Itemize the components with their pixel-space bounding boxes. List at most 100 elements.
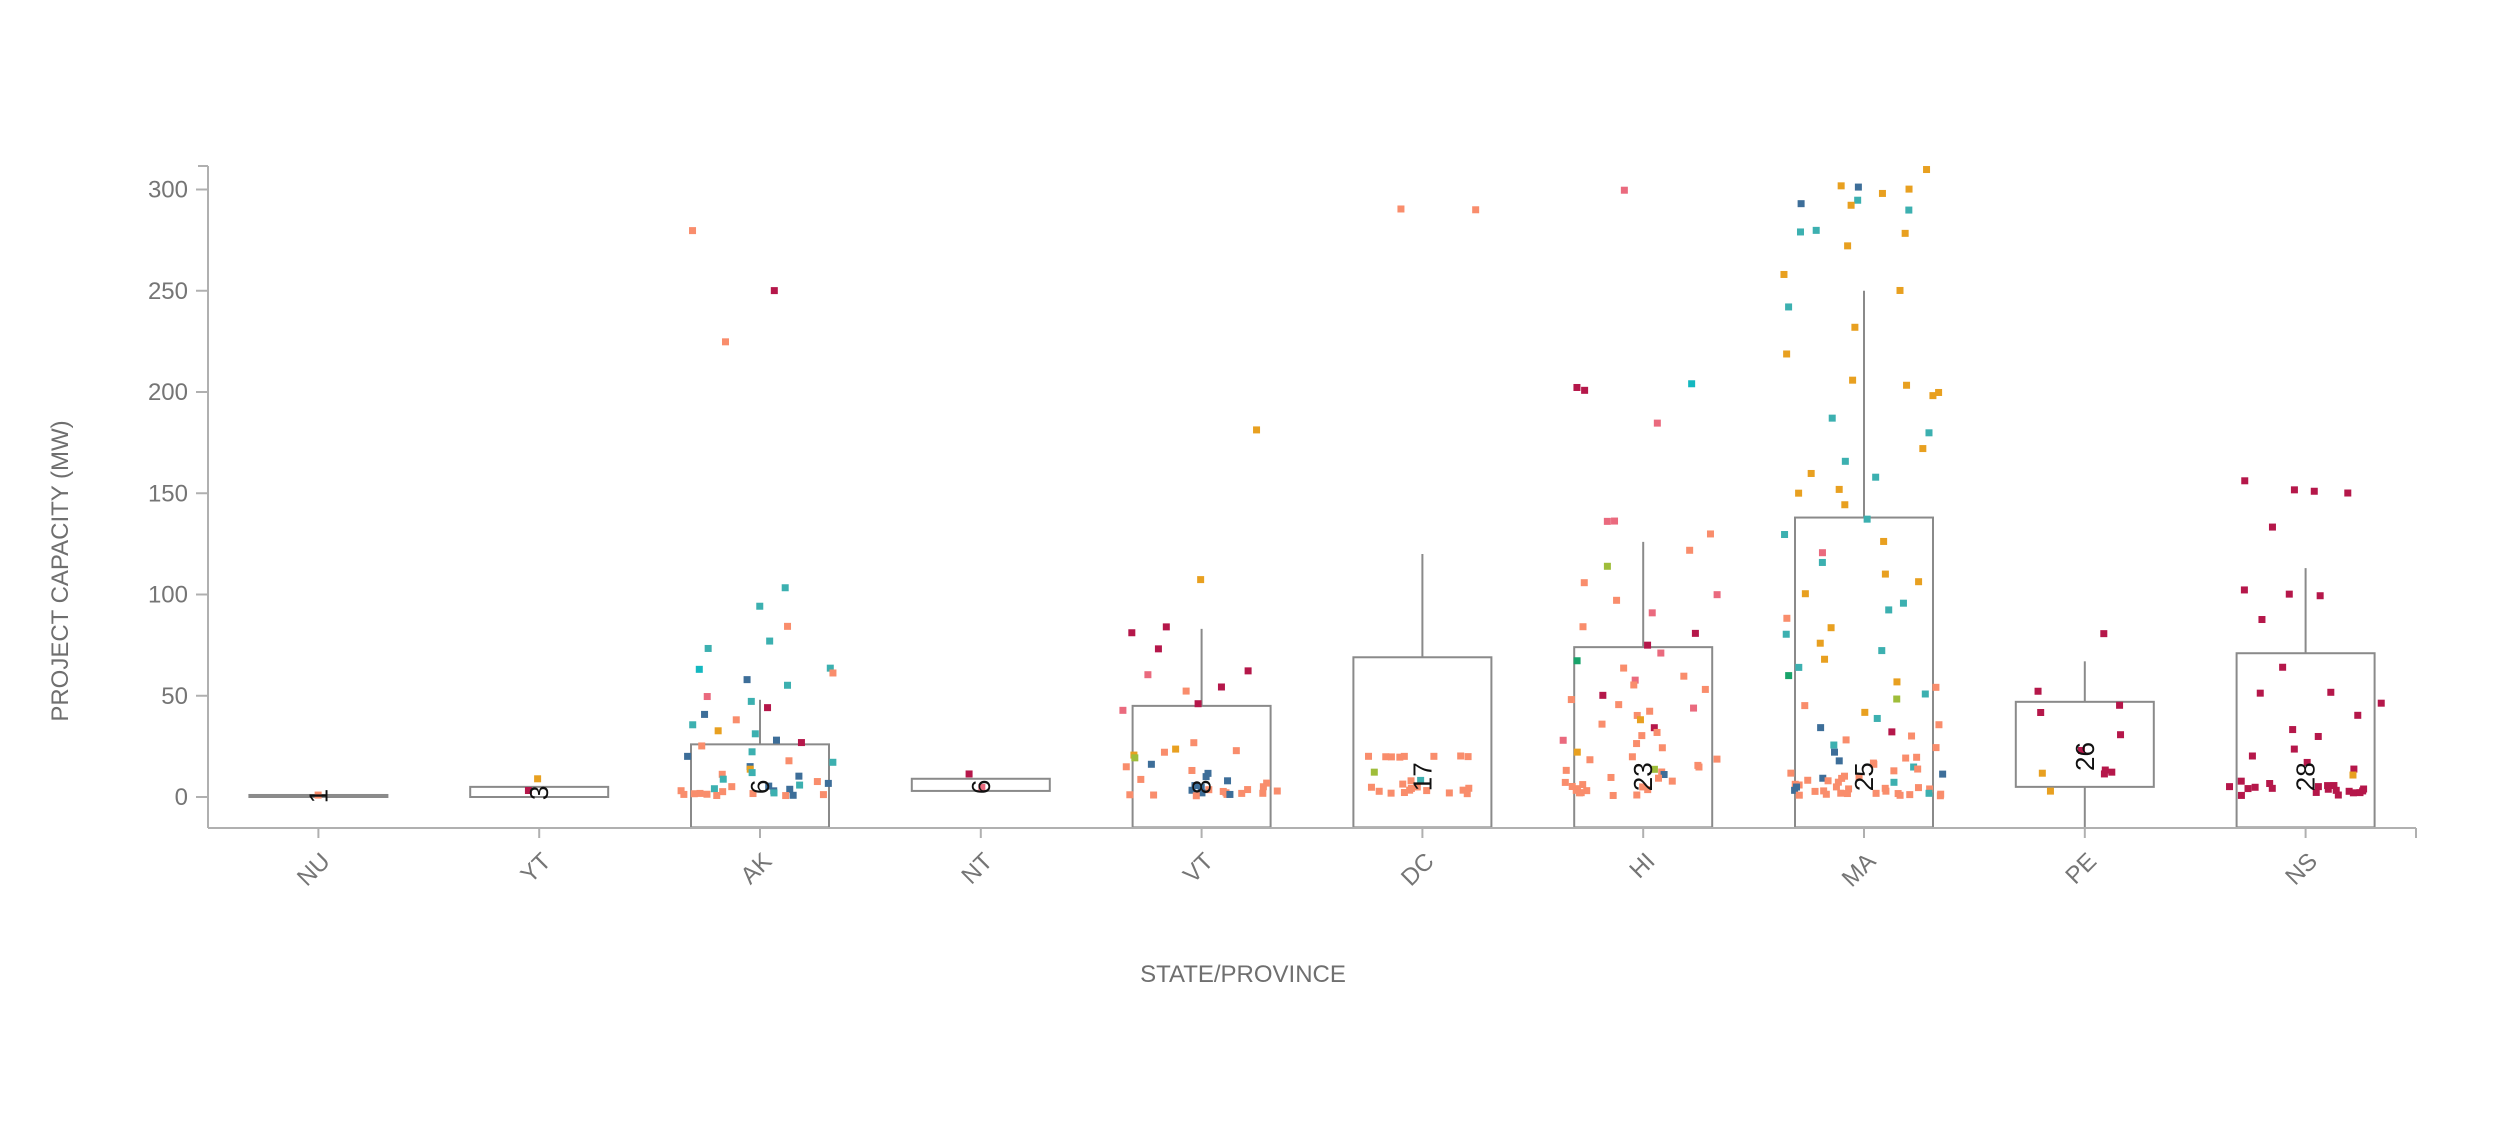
data-point xyxy=(1819,774,1827,782)
data-point xyxy=(1194,700,1202,708)
x-tick-label: HI xyxy=(1624,848,1660,884)
data-point xyxy=(1459,786,1467,794)
data-point xyxy=(1893,678,1901,686)
data-point xyxy=(1197,576,1205,584)
data-point xyxy=(2314,783,2322,791)
data-point xyxy=(1472,206,1480,214)
data-point xyxy=(1854,196,1862,204)
data-point xyxy=(728,783,736,791)
data-point xyxy=(1417,776,1425,784)
x-tick-label: MA xyxy=(1837,848,1882,893)
data-point xyxy=(1598,720,1606,728)
x-tick-label: YT xyxy=(516,848,557,889)
data-point xyxy=(1913,753,1921,761)
data-point xyxy=(1463,790,1471,798)
data-point xyxy=(2034,687,2042,695)
data-point xyxy=(1396,753,1404,761)
data-point xyxy=(2101,766,2109,774)
data-point xyxy=(1573,383,1581,391)
data-point xyxy=(1224,777,1232,785)
data-point xyxy=(1202,773,1210,781)
data-point xyxy=(2037,709,2045,717)
data-point xyxy=(1244,667,1252,675)
data-point xyxy=(1804,776,1812,784)
data-point xyxy=(1906,791,1914,799)
data-point xyxy=(2258,616,2266,624)
box-labels-layer: 1 3 6 6 8 17 23 25 26 28 xyxy=(303,742,2320,803)
data-point xyxy=(1925,789,1933,797)
data-point xyxy=(2268,523,2276,531)
data-point xyxy=(789,791,797,799)
data-point xyxy=(1567,696,1575,704)
data-point xyxy=(1191,782,1199,790)
data-point xyxy=(2100,770,2108,778)
data-point xyxy=(1818,558,1826,566)
data-point xyxy=(2354,711,2362,719)
data-point xyxy=(1844,242,1852,250)
data-point xyxy=(1399,780,1407,788)
data-point xyxy=(1888,728,1896,736)
data-point xyxy=(1172,745,1180,753)
data-point xyxy=(743,676,751,684)
data-point xyxy=(524,787,532,795)
data-point xyxy=(749,790,757,798)
data-point xyxy=(1579,623,1587,631)
data-point xyxy=(1644,786,1652,794)
data-point xyxy=(1791,786,1799,794)
data-point xyxy=(772,736,780,744)
data-point xyxy=(1821,655,1829,663)
data-point xyxy=(1430,752,1438,760)
data-point xyxy=(1902,754,1910,762)
data-point xyxy=(829,669,837,677)
data-point xyxy=(1837,182,1845,190)
data-point xyxy=(2038,769,2046,777)
data-point xyxy=(1932,683,1940,691)
data-point xyxy=(1387,789,1395,797)
data-point xyxy=(2334,791,2342,799)
data-point xyxy=(2285,590,2293,598)
data-point xyxy=(784,681,792,689)
data-point xyxy=(1638,732,1646,740)
data-point xyxy=(696,789,704,797)
data-point xyxy=(1633,740,1641,748)
x-tick-label: PE xyxy=(2060,848,2102,890)
box-rect xyxy=(1352,656,1493,829)
data-point xyxy=(1841,457,1849,465)
data-point xyxy=(1147,760,1155,768)
data-point xyxy=(1690,704,1698,712)
data-point xyxy=(764,704,772,712)
data-point xyxy=(1464,753,1472,761)
data-point xyxy=(1197,783,1205,791)
data-point xyxy=(1407,777,1415,785)
data-point xyxy=(2108,768,2116,776)
data-point xyxy=(1795,791,1803,799)
data-point xyxy=(1780,270,1788,278)
data-point xyxy=(1273,787,1281,795)
data-point xyxy=(1872,473,1880,481)
data-point xyxy=(1128,629,1136,637)
data-point xyxy=(2324,785,2332,793)
data-point xyxy=(826,664,834,672)
data-point xyxy=(1936,792,1944,800)
box-rect xyxy=(910,777,1051,792)
data-point xyxy=(1835,757,1843,765)
data-point xyxy=(1680,672,1688,680)
data-point xyxy=(1915,578,1923,586)
y-tick-label: 0 xyxy=(175,784,188,811)
data-point xyxy=(1244,786,1252,794)
data-point xyxy=(1226,790,1234,798)
data-point xyxy=(2251,783,2259,791)
data-point xyxy=(1668,777,1676,785)
data-point xyxy=(1795,663,1803,671)
data-point xyxy=(748,748,756,756)
data-point xyxy=(2303,758,2311,766)
data-point xyxy=(710,785,718,793)
data-point xyxy=(1375,787,1383,795)
data-point xyxy=(2240,586,2248,594)
data-point xyxy=(2314,732,2322,740)
data-point xyxy=(1932,744,1940,752)
points-layer xyxy=(314,166,2385,800)
box-count-label: 8 xyxy=(1187,780,1217,794)
data-point xyxy=(1851,323,1859,331)
data-point xyxy=(1785,672,1793,680)
